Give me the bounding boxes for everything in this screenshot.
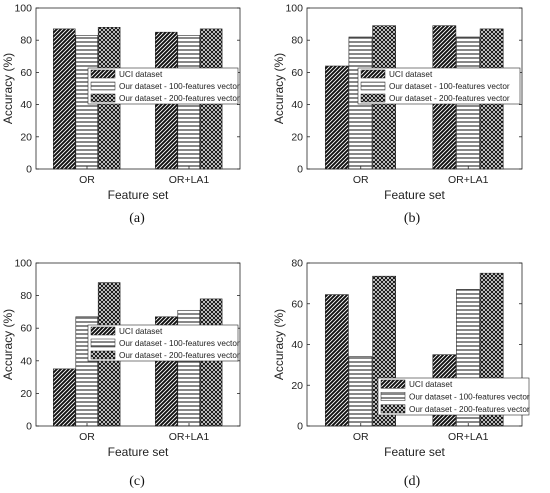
y-tick-label: 80	[20, 290, 32, 302]
y-tick-label: 40	[20, 355, 32, 367]
y-tick-label: 0	[26, 421, 32, 433]
legend: UCI dataset Our dataset - 100-features ve…	[377, 377, 530, 416]
legend-swatch-100f	[90, 338, 116, 348]
y-tick-label: 20	[20, 388, 32, 400]
x-axis-label: Feature set	[108, 188, 169, 202]
y-axis-label: Accuracy (%)	[272, 53, 286, 124]
legend-swatch-uci	[360, 69, 386, 79]
y-tick-label: 60	[20, 323, 32, 335]
y-tick-label: 80	[291, 258, 303, 270]
panel-caption: (d)	[404, 474, 421, 489]
x-axis-label: Feature set	[108, 445, 169, 459]
legend-label: Our dataset - 200-features vector	[119, 94, 240, 103]
y-tick-label: 60	[20, 67, 32, 79]
bar-uci-or	[324, 294, 349, 427]
legend-swatch-uci	[380, 379, 406, 389]
legend-swatch-200f	[380, 404, 406, 414]
bar-uci-or	[324, 65, 349, 170]
panel-caption: (b)	[404, 211, 421, 226]
y-tick-label: 60	[291, 298, 303, 310]
y-tick-label: 0	[297, 164, 303, 176]
legend: UCI dataset Our dataset - 100-features ve…	[357, 67, 521, 105]
bar-200f-or-la1	[199, 298, 223, 427]
legend-label: Our dataset - 200-features vector	[389, 94, 510, 103]
x-axis-label: Feature set	[384, 188, 445, 202]
legend-label: UCI dataset	[389, 70, 433, 79]
y-tick-label: 40	[291, 99, 303, 111]
bar-100f-or	[348, 356, 373, 427]
legend-label: Our dataset - 100-features vector	[409, 393, 530, 402]
bar-uci-or	[52, 28, 76, 170]
x-tick-label: OR	[79, 174, 95, 186]
legend-swatch-200f	[90, 350, 116, 360]
legend-label: Our dataset - 100-features vector	[119, 339, 240, 348]
x-tick-label: OR	[79, 431, 95, 443]
y-tick-label: 40	[291, 339, 303, 351]
y-tick-label: 20	[291, 131, 303, 143]
x-tick-label: OR+LA1	[448, 174, 489, 186]
y-tick-label: 80	[20, 35, 32, 47]
legend: UCI dataset Our dataset - 100-features ve…	[87, 324, 240, 362]
y-axis-label: Accuracy (%)	[272, 309, 286, 380]
legend-label: UCI dataset	[119, 70, 163, 79]
legend: UCI dataset Our dataset - 100-features ve…	[87, 67, 240, 105]
bar-uci-or	[52, 368, 76, 427]
y-tick-label: 100	[14, 3, 32, 15]
legend-swatch-200f	[90, 93, 116, 103]
y-tick-label: 60	[291, 67, 303, 79]
panel-caption: (a)	[129, 211, 145, 226]
plot-frame	[35, 262, 241, 427]
y-tick-label: 100	[285, 3, 303, 15]
y-tick-label: 80	[291, 35, 303, 47]
legend-swatch-uci	[90, 326, 116, 336]
legend-swatch-100f	[360, 81, 386, 91]
plot-frame	[306, 7, 523, 170]
legend-swatch-200f	[360, 93, 386, 103]
y-tick-label: 0	[297, 421, 303, 433]
legend-label: Our dataset - 200-features vector	[409, 405, 530, 414]
x-tick-label: OR+LA1	[169, 431, 210, 443]
y-tick-label: 100	[14, 258, 32, 270]
y-tick-label: 20	[20, 131, 32, 143]
legend-label: Our dataset - 100-features vector	[389, 82, 510, 91]
y-axis-label: Accuracy (%)	[1, 309, 15, 380]
y-tick-label: 40	[20, 99, 32, 111]
x-axis-label: Feature set	[384, 445, 445, 459]
legend-label: Our dataset - 200-features vector	[119, 351, 240, 360]
legend-label: UCI dataset	[119, 327, 163, 336]
legend-swatch-100f	[90, 81, 116, 91]
legend-swatch-uci	[90, 69, 116, 79]
x-tick-label: OR	[353, 431, 369, 443]
panel-caption: (c)	[129, 474, 145, 489]
y-axis-label: Accuracy (%)	[1, 53, 15, 124]
x-tick-label: OR+LA1	[448, 431, 489, 443]
legend-label: UCI dataset	[409, 380, 453, 389]
y-tick-label: 20	[291, 380, 303, 392]
x-tick-label: OR+LA1	[169, 174, 210, 186]
plot-frame	[35, 7, 241, 170]
legend-label: Our dataset - 100-features vector	[119, 82, 240, 91]
legend-swatch-100f	[380, 392, 406, 401]
x-tick-label: OR	[353, 174, 369, 186]
y-tick-label: 0	[26, 164, 32, 176]
